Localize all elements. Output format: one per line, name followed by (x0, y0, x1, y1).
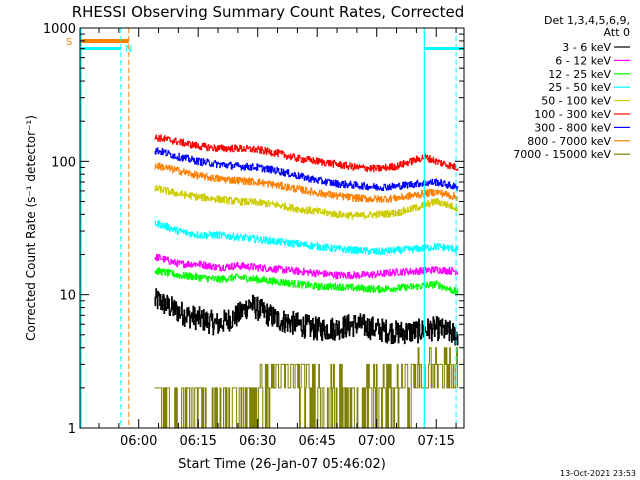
footer-date: 13-Oct-2021 23:53 (560, 469, 636, 478)
legend-entry-label: 3 - 6 keV (562, 41, 611, 54)
legend-entry-label: 12 - 25 keV (548, 68, 611, 81)
x-axis-label: Start Time (26-Jan-07 05:46:02) (178, 457, 386, 472)
legend-entry-label: 7000 - 15000 keV (513, 148, 611, 161)
x-tick-label: 06:45 (298, 434, 335, 449)
attenuator-markers (80, 28, 457, 428)
flag-label-n: N (125, 44, 132, 55)
series-800-7000-kev (154, 162, 459, 203)
legend-entry-label: 800 - 7000 keV (527, 135, 611, 148)
series-25-50-kev (154, 220, 459, 255)
chart-title: RHESSI Observing Summary Count Rates, Co… (72, 3, 465, 21)
flag-band-n-left (80, 47, 121, 50)
axes: 1 10 100 1000 06:00 06:15 06:30 06:45 07:00 07:15 (43, 22, 464, 449)
y-axis-label: Corrected Count Rate (s⁻¹ detector⁻¹) (24, 115, 38, 341)
series-3-6-kev (154, 288, 459, 346)
flag-label-s: S (66, 37, 72, 48)
legend-entry-label: 300 - 800 keV (534, 121, 611, 134)
x-tick-label: 07:15 (417, 434, 454, 449)
y-tick-label: 10 (59, 289, 76, 304)
series-100-300-kev (154, 134, 459, 173)
flag-bands: SN (66, 37, 464, 55)
plot-frame (79, 27, 465, 429)
y-tick-label: 100 (51, 155, 76, 170)
y-tick-label: 1000 (43, 22, 76, 37)
legend-entry-label: 50 - 100 keV (541, 95, 611, 108)
legend-header-line: Det 1,3,4,5,6,9, (544, 14, 630, 27)
x-tick-label: 06:30 (239, 434, 276, 449)
flag-band-s (80, 39, 129, 43)
x-tick-label: 06:00 (120, 434, 157, 449)
legend-entry-label: 25 - 50 keV (548, 81, 611, 94)
legend-header-line: Att 0 (604, 26, 630, 39)
series-50-100-kev (154, 185, 459, 220)
y-tick-label: 1 (68, 422, 76, 437)
series-300-800-kev (154, 147, 459, 191)
series-12-25-kev (154, 267, 459, 295)
x-tick-label: 07:00 (358, 434, 395, 449)
legend-entry-label: 100 - 300 keV (534, 108, 611, 121)
x-tick-label: 06:15 (179, 434, 216, 449)
legend-entry-label: 6 - 12 keV (555, 54, 611, 67)
series-6-12-kev (154, 253, 459, 280)
flag-band-n-right (424, 47, 464, 50)
